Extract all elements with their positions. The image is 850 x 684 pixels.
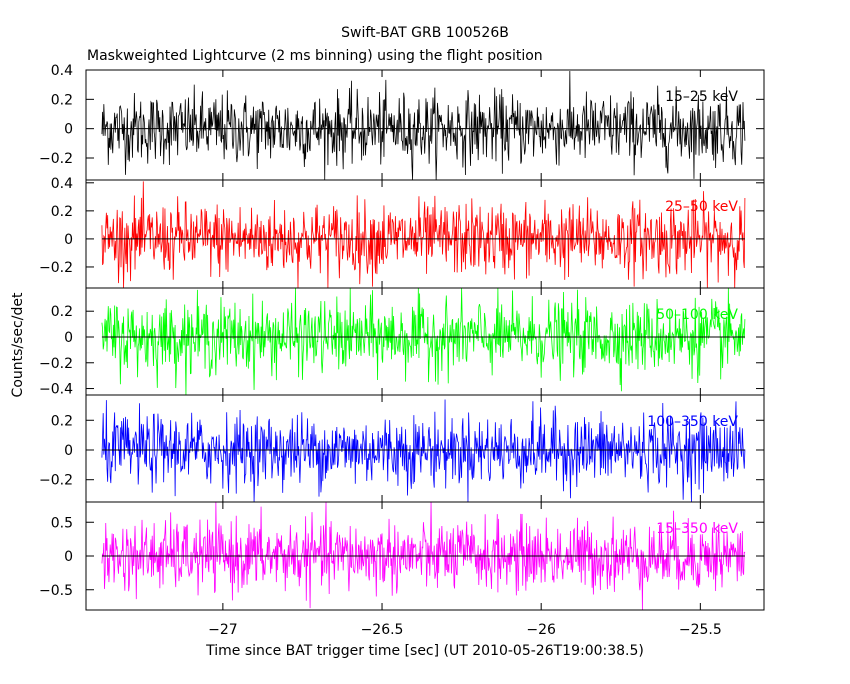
band-label: 50–100 keV	[656, 307, 738, 323]
series-line	[101, 71, 746, 181]
y-tick-label: 0	[64, 122, 73, 138]
panel-frame	[85, 501, 765, 611]
y-tick-label: 0	[64, 232, 73, 248]
y-tick-label: 0.5	[51, 515, 73, 531]
series-line	[101, 501, 746, 610]
x-tick-label: −27	[208, 622, 238, 638]
panel-4: 100–350 keV 0.2 0 −0.2	[39, 394, 765, 503]
y-tick-label: −0.2	[39, 151, 73, 167]
panel-3: 50–100 keV 0.2 0 −0.2 −0.4	[39, 287, 765, 398]
chart-title: Swift-BAT GRB 100526B	[341, 25, 509, 41]
series-line	[101, 181, 746, 289]
y-axis-label: Counts/sec/det	[10, 292, 26, 397]
series-line	[101, 287, 746, 396]
y-tick-label: 0	[64, 443, 73, 459]
y-tick-label: 0.2	[51, 413, 73, 429]
panel-1: 15–25 keV 0.4 0.2 0 −0.2	[39, 63, 765, 181]
band-label: 100–350 keV	[647, 414, 738, 430]
y-tick-label: 0.4	[51, 63, 73, 79]
y-tick-label: −0.2	[39, 473, 73, 489]
y-tick-label: 0.4	[51, 176, 73, 192]
y-tick-label: −0.5	[39, 583, 73, 599]
y-tick-label: 0.2	[51, 92, 73, 108]
x-tick-label: −25.5	[679, 622, 722, 638]
y-tick-label: 0.2	[51, 204, 73, 220]
y-tick-label: −0.2	[39, 260, 73, 276]
band-label: 15–25 keV	[665, 89, 738, 105]
x-tick-label: −26	[526, 622, 556, 638]
panels-group: 15–25 keV 0.4 0.2 0 −0.2 25–50 keV 0.4 0.2 0 −0.2…	[39, 63, 765, 638]
y-tick-label: −0.2	[39, 356, 73, 372]
band-label: 25–50 keV	[665, 199, 738, 215]
band-label: 15–350 keV	[656, 521, 738, 537]
panel-5: 15–350 keV 0.5 0 −0.5	[39, 501, 765, 611]
chart-subtitle: Maskweighted Lightcurve (2 ms binning) u…	[87, 48, 543, 64]
y-tick-label: 0.2	[51, 304, 73, 320]
panel-2: 25–50 keV 0.4 0.2 0 −0.2	[39, 176, 765, 289]
series-line	[101, 399, 746, 503]
y-tick-label: 0	[64, 330, 73, 346]
y-tick-label: 0	[64, 549, 73, 565]
x-axis-label: Time since BAT trigger time [sec] (UT 20…	[205, 643, 644, 659]
x-tick-label: −26.5	[361, 622, 404, 638]
y-tick-label: −0.4	[39, 382, 73, 398]
